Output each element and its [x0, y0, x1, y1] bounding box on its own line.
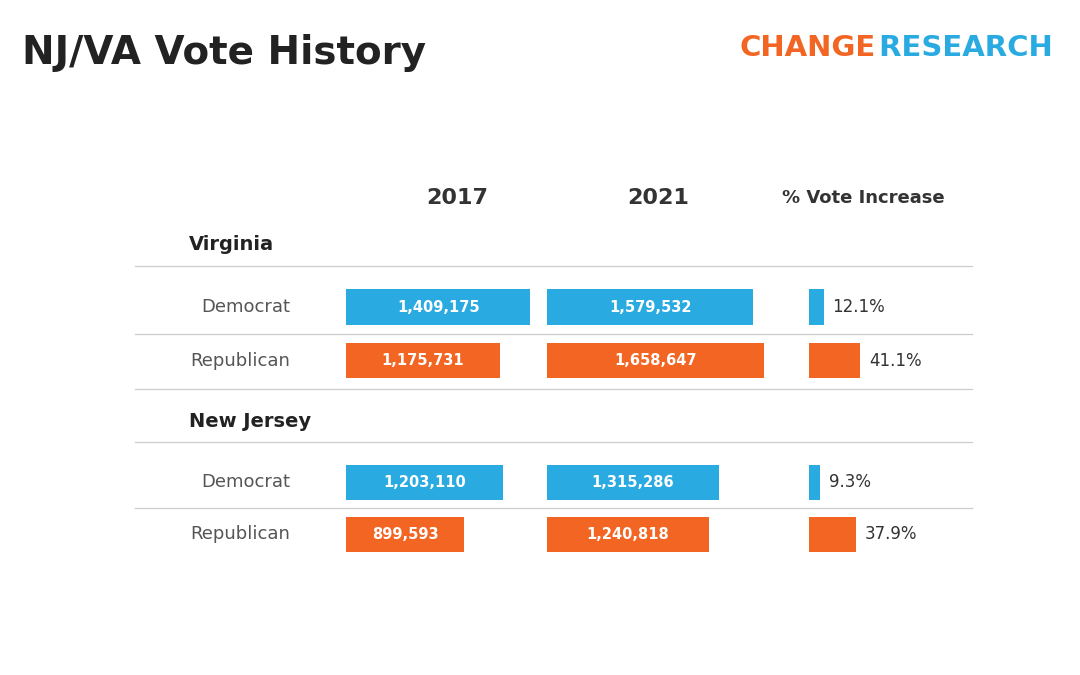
Text: 1,658,647: 1,658,647: [615, 353, 697, 368]
FancyBboxPatch shape: [347, 516, 463, 552]
Text: CHANGE: CHANGE: [740, 34, 876, 61]
FancyBboxPatch shape: [347, 464, 503, 500]
Text: 1,579,532: 1,579,532: [609, 300, 691, 315]
Text: 9.3%: 9.3%: [828, 473, 870, 491]
FancyBboxPatch shape: [809, 516, 856, 552]
Text: 1,175,731: 1,175,731: [381, 353, 464, 368]
Text: 1,240,818: 1,240,818: [586, 526, 670, 542]
Text: Republican: Republican: [190, 525, 289, 543]
Text: NJ/VA Vote History: NJ/VA Vote History: [22, 34, 426, 72]
Text: 1,315,286: 1,315,286: [592, 475, 674, 490]
Text: 1,409,175: 1,409,175: [397, 300, 480, 315]
Text: 41.1%: 41.1%: [868, 352, 921, 370]
FancyBboxPatch shape: [809, 343, 861, 378]
Text: 2021: 2021: [627, 188, 689, 208]
Text: % Vote Increase: % Vote Increase: [782, 189, 945, 207]
Text: Republican: Republican: [190, 352, 289, 370]
FancyBboxPatch shape: [548, 464, 719, 500]
FancyBboxPatch shape: [809, 464, 821, 500]
Text: 2017: 2017: [427, 188, 488, 208]
FancyBboxPatch shape: [347, 343, 500, 378]
FancyBboxPatch shape: [809, 290, 824, 325]
Text: New Jersey: New Jersey: [189, 412, 311, 431]
FancyBboxPatch shape: [347, 290, 530, 325]
Text: RESEARCH: RESEARCH: [869, 34, 1053, 61]
Text: 37.9%: 37.9%: [865, 525, 917, 543]
FancyBboxPatch shape: [548, 516, 710, 552]
Text: 899,593: 899,593: [372, 526, 438, 542]
Text: Virginia: Virginia: [189, 235, 274, 254]
Text: Democrat: Democrat: [201, 298, 289, 316]
Text: 1,203,110: 1,203,110: [383, 475, 467, 490]
FancyBboxPatch shape: [548, 343, 764, 378]
FancyBboxPatch shape: [548, 290, 754, 325]
Text: Democrat: Democrat: [201, 473, 289, 491]
Text: 12.1%: 12.1%: [833, 298, 886, 316]
